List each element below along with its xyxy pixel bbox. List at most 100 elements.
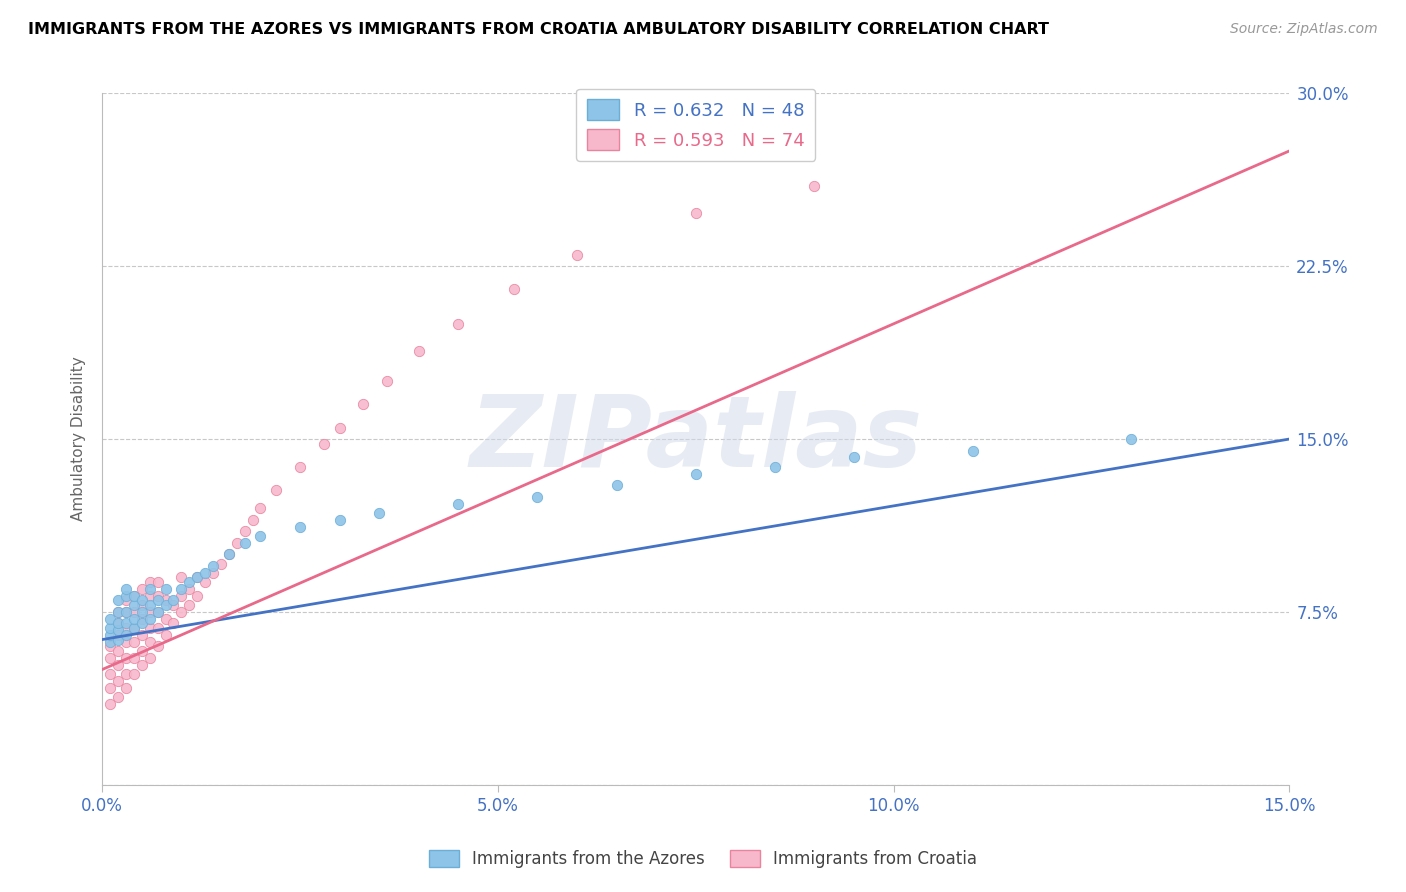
Point (98, 681, 121, 695)
Point (98, 621, 121, 635)
Point (131, 644, 153, 658)
Point (122, 667, 145, 681)
Point (146, 589, 169, 603)
Point (98, 635, 121, 649)
Legend: Immigrants from the Azores, Immigrants from Croatia: Immigrants from the Azores, Immigrants f… (422, 843, 984, 875)
Point (138, 621, 160, 635)
Point (288, 459, 311, 474)
Point (209, 557, 232, 571)
Point (146, 605, 169, 619)
Point (375, 375, 398, 389)
Point (138, 612, 160, 626)
Point (803, 178, 825, 193)
Point (138, 605, 160, 619)
Point (107, 632, 129, 647)
Point (242, 513, 264, 527)
Point (131, 598, 153, 612)
Point (170, 582, 193, 596)
Point (98, 612, 121, 626)
Point (122, 589, 145, 603)
Point (146, 605, 169, 619)
Point (107, 616, 129, 631)
Point (98, 697, 121, 711)
Point (842, 450, 865, 465)
Point (179, 574, 201, 589)
Point (122, 651, 145, 665)
Legend: R = 0.632   N = 48, R = 0.593   N = 74: R = 0.632 N = 48, R = 0.593 N = 74 (576, 88, 815, 161)
Point (266, 483, 288, 497)
Point (447, 317, 470, 331)
Point (122, 598, 145, 612)
Point (249, 501, 271, 516)
Point (565, 248, 588, 262)
Point (115, 681, 138, 695)
Point (138, 598, 160, 612)
Text: Source: ZipAtlas.com: Source: ZipAtlas.com (1230, 22, 1378, 37)
Point (107, 624, 129, 638)
Point (685, 206, 707, 220)
Point (146, 593, 169, 607)
Point (352, 397, 374, 411)
Point (146, 574, 169, 589)
Point (107, 605, 129, 619)
Point (146, 640, 169, 654)
Point (502, 282, 524, 296)
Point (186, 570, 208, 584)
Point (122, 635, 145, 649)
Point (329, 513, 352, 527)
Point (122, 621, 145, 635)
Point (155, 628, 177, 642)
Point (138, 582, 160, 596)
Point (233, 535, 256, 549)
Point (107, 657, 129, 672)
Y-axis label: Ambulatory Disability: Ambulatory Disability (72, 357, 86, 522)
Point (201, 566, 224, 580)
Point (249, 529, 271, 543)
Point (962, 443, 984, 458)
Point (107, 690, 129, 705)
Point (98, 667, 121, 681)
Point (115, 635, 138, 649)
Point (107, 674, 129, 689)
Point (526, 490, 548, 504)
Point (122, 612, 145, 626)
Point (194, 566, 217, 580)
Point (115, 616, 138, 631)
Point (179, 598, 201, 612)
Point (186, 570, 208, 584)
Text: IMMIGRANTS FROM THE AZORES VS IMMIGRANTS FROM CROATIA AMBULATORY DISABILITY CORR: IMMIGRANTS FROM THE AZORES VS IMMIGRANTS… (28, 22, 1049, 37)
Point (155, 612, 177, 626)
Point (685, 467, 707, 481)
Point (194, 574, 217, 589)
Point (115, 605, 138, 619)
Point (162, 593, 184, 607)
Point (329, 420, 352, 434)
Point (131, 582, 153, 596)
Point (288, 519, 311, 533)
Point (138, 589, 160, 603)
Point (162, 598, 184, 612)
Point (131, 605, 153, 619)
Point (131, 612, 153, 626)
Point (107, 644, 129, 658)
Point (186, 589, 208, 603)
Point (115, 582, 138, 596)
Point (115, 621, 138, 635)
Point (131, 628, 153, 642)
Point (312, 436, 335, 450)
Point (115, 593, 138, 607)
Point (107, 616, 129, 631)
Point (408, 344, 430, 359)
Point (218, 547, 240, 561)
Point (115, 628, 138, 642)
Point (155, 582, 177, 596)
Point (447, 497, 470, 511)
Point (122, 621, 145, 635)
Point (98, 651, 121, 665)
Point (122, 605, 145, 619)
Point (98, 628, 121, 642)
Point (368, 506, 391, 520)
Point (138, 574, 160, 589)
Point (225, 535, 247, 549)
Point (107, 628, 129, 642)
